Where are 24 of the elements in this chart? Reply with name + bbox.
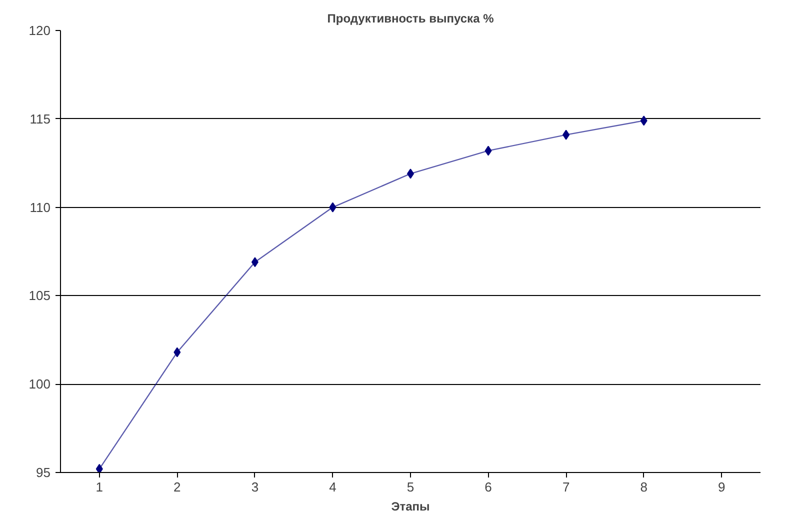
y-tick-label: 100: [28, 376, 51, 392]
y-tick-label: 110: [30, 200, 51, 215]
point: [251, 257, 258, 268]
point: [562, 130, 570, 140]
x-axis-title: Этапы: [391, 500, 430, 514]
y-tick-label: 105: [28, 288, 51, 304]
y-tick-label: 120: [28, 23, 51, 38]
point: [96, 464, 103, 472]
y-tick-label: 115: [30, 111, 51, 126]
y-tick-label: 95: [36, 465, 51, 480]
x-tick-label: 7: [562, 480, 570, 494]
point: [484, 146, 492, 156]
x-tick-label: 8: [640, 480, 648, 494]
x-tick-label: 2: [174, 480, 181, 494]
point: [640, 116, 648, 126]
point: [329, 202, 336, 212]
x-tick-label: 1: [96, 480, 104, 494]
x-tick-label: 4: [329, 480, 336, 494]
x-tick-label: 9: [718, 480, 726, 494]
x-tick-label: 3: [251, 480, 259, 494]
x-tick-label: 5: [406, 480, 414, 494]
point: [174, 347, 181, 358]
x-tick-label: 6: [484, 480, 492, 494]
chart-title: Продуктивность выпуска %: [327, 12, 494, 26]
